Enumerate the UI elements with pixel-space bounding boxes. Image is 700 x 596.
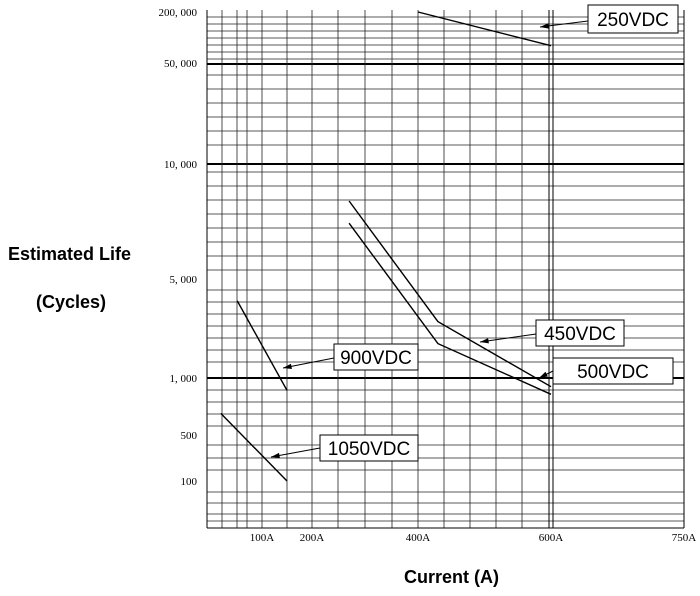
series-label: 450VDC bbox=[544, 324, 616, 345]
y-tick-label: 10, 000 bbox=[164, 159, 198, 171]
y-tick-label: 100 bbox=[181, 476, 198, 488]
leader-arrow bbox=[283, 363, 292, 369]
series-label: 1050VDC bbox=[328, 439, 410, 460]
y-tick-label: 1, 000 bbox=[170, 373, 198, 385]
series-labels: 250VDC 450VDC 500VDC 900VDC 1050VDC bbox=[270, 4, 679, 462]
leader-arrow bbox=[480, 338, 489, 344]
x-axis-title: Current (A) bbox=[404, 567, 499, 587]
series-line bbox=[417, 11, 552, 47]
series-label-box bbox=[535, 319, 625, 347]
series-lines bbox=[220, 11, 552, 482]
x-tick-label: 100A bbox=[250, 532, 275, 544]
x-tick-labels: 100A 200A 400A 600A 750A bbox=[250, 532, 697, 544]
x-tick-label: 400A bbox=[406, 532, 431, 544]
series-line bbox=[348, 222, 552, 395]
series-line bbox=[220, 412, 288, 482]
series-line bbox=[348, 200, 552, 388]
series-line bbox=[236, 300, 288, 391]
x-tick-label: 200A bbox=[300, 532, 325, 544]
leader-line bbox=[479, 333, 537, 343]
y-axis-title-line2: (Cycles) bbox=[36, 292, 107, 312]
series-label: 500VDC bbox=[577, 362, 649, 383]
leader-arrow bbox=[539, 371, 548, 378]
y-tick-label: 5, 000 bbox=[170, 274, 198, 286]
chart-grid bbox=[206, 10, 685, 529]
series-label-box bbox=[587, 4, 679, 34]
x-tick-label: 600A bbox=[539, 532, 564, 544]
y-tick-label: 200, 000 bbox=[159, 7, 198, 19]
series-label-box bbox=[552, 357, 674, 385]
x-tick-label: 750A bbox=[672, 532, 697, 544]
series-label: 900VDC bbox=[340, 348, 412, 369]
series-label-box bbox=[319, 434, 419, 462]
leader-line bbox=[282, 357, 335, 369]
y-tick-labels: 200, 000 50, 000 10, 000 5, 000 1, 000 500 100 bbox=[159, 7, 198, 488]
series-label: 250VDC bbox=[597, 10, 669, 31]
leader-arrow bbox=[271, 452, 280, 459]
series-label-box bbox=[333, 343, 419, 371]
leader-arrow bbox=[540, 23, 549, 29]
y-axis-title-line1: Estimated Life bbox=[8, 244, 132, 264]
y-tick-label: 500 bbox=[181, 430, 198, 442]
y-tick-label: 50, 000 bbox=[164, 58, 198, 70]
